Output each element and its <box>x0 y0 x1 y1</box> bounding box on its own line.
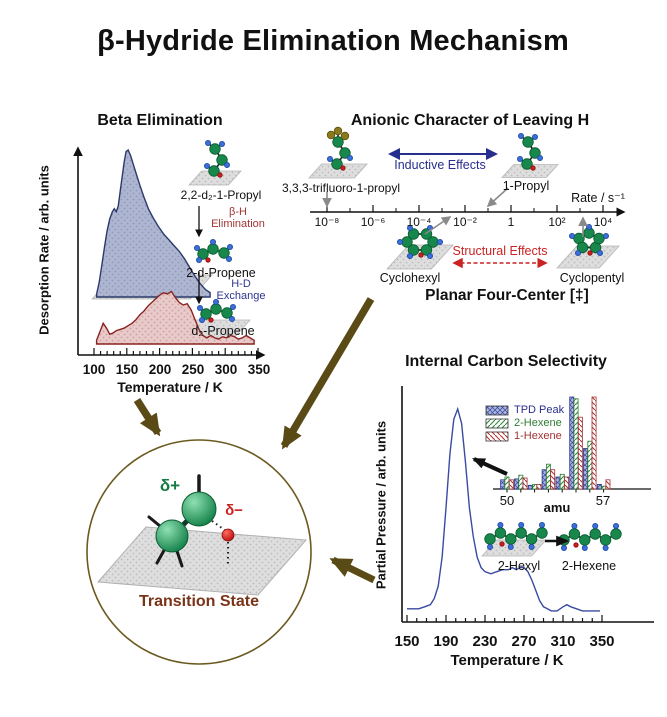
transition-state-label: Transition State <box>138 593 260 610</box>
rate-tick: 10⁻⁶ <box>360 215 386 229</box>
inset-x-first: 50 <box>499 493 515 508</box>
rate-tick: 10² <box>548 215 566 229</box>
mechanism-convergence-arrows <box>133 297 376 584</box>
selectivity-y-axis-label: Partial Pressure / arb. units <box>373 420 389 590</box>
anionic-panel-title: Anionic Character of Leaving H <box>350 112 590 129</box>
inset-legend-swatches <box>485 405 509 442</box>
metal-surface <box>96 526 308 596</box>
structural-effects-label: Structural Effects <box>452 244 548 258</box>
legend-1-hexene: 1-Hexene <box>514 430 562 442</box>
rate-tick: 10⁻⁸ <box>314 215 340 229</box>
sel-x-tick: 350 <box>589 633 615 650</box>
legend-tpd-peak: TPD Peak <box>514 404 565 416</box>
2-hexyl-label: 2-Hexyl <box>497 559 541 573</box>
product2-label: d₂-Propene <box>191 324 255 338</box>
sel-x-tick: 270 <box>511 633 537 650</box>
rate-tick: 10⁴ <box>593 215 613 229</box>
inset-x-axis-label: amu <box>543 500 571 515</box>
1-propyl-molecule <box>516 132 543 171</box>
legend-2-hexene: 2-Hexene <box>514 417 562 429</box>
sel-x-tick: 310 <box>550 633 576 650</box>
selectivity-plot-axes <box>401 386 654 623</box>
beta-panel-title: Beta Elimination <box>97 112 223 129</box>
trifluoropropyl-label: 3,3,3-trifluoro-1-propyl <box>281 181 401 195</box>
annotation-arrows <box>472 457 570 547</box>
sel-x-tick: 190 <box>433 633 459 650</box>
product1-label: 2-d-Propene <box>186 266 256 280</box>
rate-axis-label: Rate / s⁻¹ <box>571 191 625 205</box>
beta-x-tick: 100 <box>82 362 106 377</box>
sel-x-tick: 150 <box>394 633 420 650</box>
beta-x-tick: 150 <box>115 362 139 377</box>
propyl-molecule <box>203 139 230 178</box>
transition-state-molecule <box>147 474 235 568</box>
selectivity-panel-title: Internal Carbon Selectivity <box>405 353 607 370</box>
cyclopentyl-label: Cyclopentyl <box>559 271 625 285</box>
beta-x-tick: 350 <box>247 362 271 377</box>
beta-x-tick: 250 <box>181 362 205 377</box>
cyclohexyl-label: Cyclohexyl <box>379 271 441 285</box>
2-hexene-molecule <box>558 522 622 551</box>
beta-x-tick: 200 <box>148 362 172 377</box>
d2-propene-molecule <box>196 298 236 323</box>
2-hexyl-molecule <box>484 521 548 550</box>
beta-plot-curves <box>95 148 255 345</box>
beta-x-axis-label: Temperature / K <box>117 379 223 395</box>
beta-y-axis-label: Desorption Rate / arb. units <box>36 165 52 335</box>
selectivity-tpd-curve <box>407 406 600 612</box>
beta-plot-axes <box>73 146 266 360</box>
delta-plus-label: δ+ <box>159 476 181 495</box>
beta-x-tick: 300 <box>214 362 238 377</box>
transition-state-diagram <box>86 439 312 665</box>
beta-h-elimination-label-2: Elimination <box>211 218 265 230</box>
reactant-label: 2,2-d₂-1-Propyl <box>180 188 262 202</box>
beta-h-elimination-label-1: β-H <box>229 206 247 218</box>
cyclopentyl-molecule <box>568 223 609 256</box>
1-propyl-label: 1-Propyl <box>502 179 550 193</box>
molecule-surfaces <box>188 163 620 557</box>
four-center-label: Planar Four-Center [‡] <box>425 287 589 304</box>
molecules <box>193 126 622 551</box>
rate-tick: 1 <box>507 215 515 229</box>
rate-tick: 10⁻² <box>453 215 477 229</box>
cyclohexyl-molecule <box>396 224 443 259</box>
mass-spectrum-inset <box>493 396 651 493</box>
delta-minus-label: δ− <box>225 502 243 519</box>
effect-arrows <box>388 148 548 269</box>
sel-x-axis-label: Temperature / K <box>450 652 564 669</box>
trifluoropropyl-molecule <box>326 126 353 171</box>
hd-exchange-label-1: H-D <box>231 278 251 290</box>
d-propene-molecule <box>193 238 233 263</box>
inset-x-last: 57 <box>595 493 611 508</box>
inductive-effects-label: Inductive Effects <box>394 158 486 172</box>
rate-axis <box>310 205 626 217</box>
rate-tick: 10⁻⁴ <box>406 215 432 229</box>
page-title: β-Hydride Elimination Mechanism <box>97 25 569 57</box>
2-hexene-label: 2-Hexene <box>561 559 617 573</box>
hd-exchange-label-2: Exchange <box>216 290 266 302</box>
sel-x-tick: 230 <box>472 633 498 650</box>
rate-pointer-arrows <box>322 187 588 237</box>
